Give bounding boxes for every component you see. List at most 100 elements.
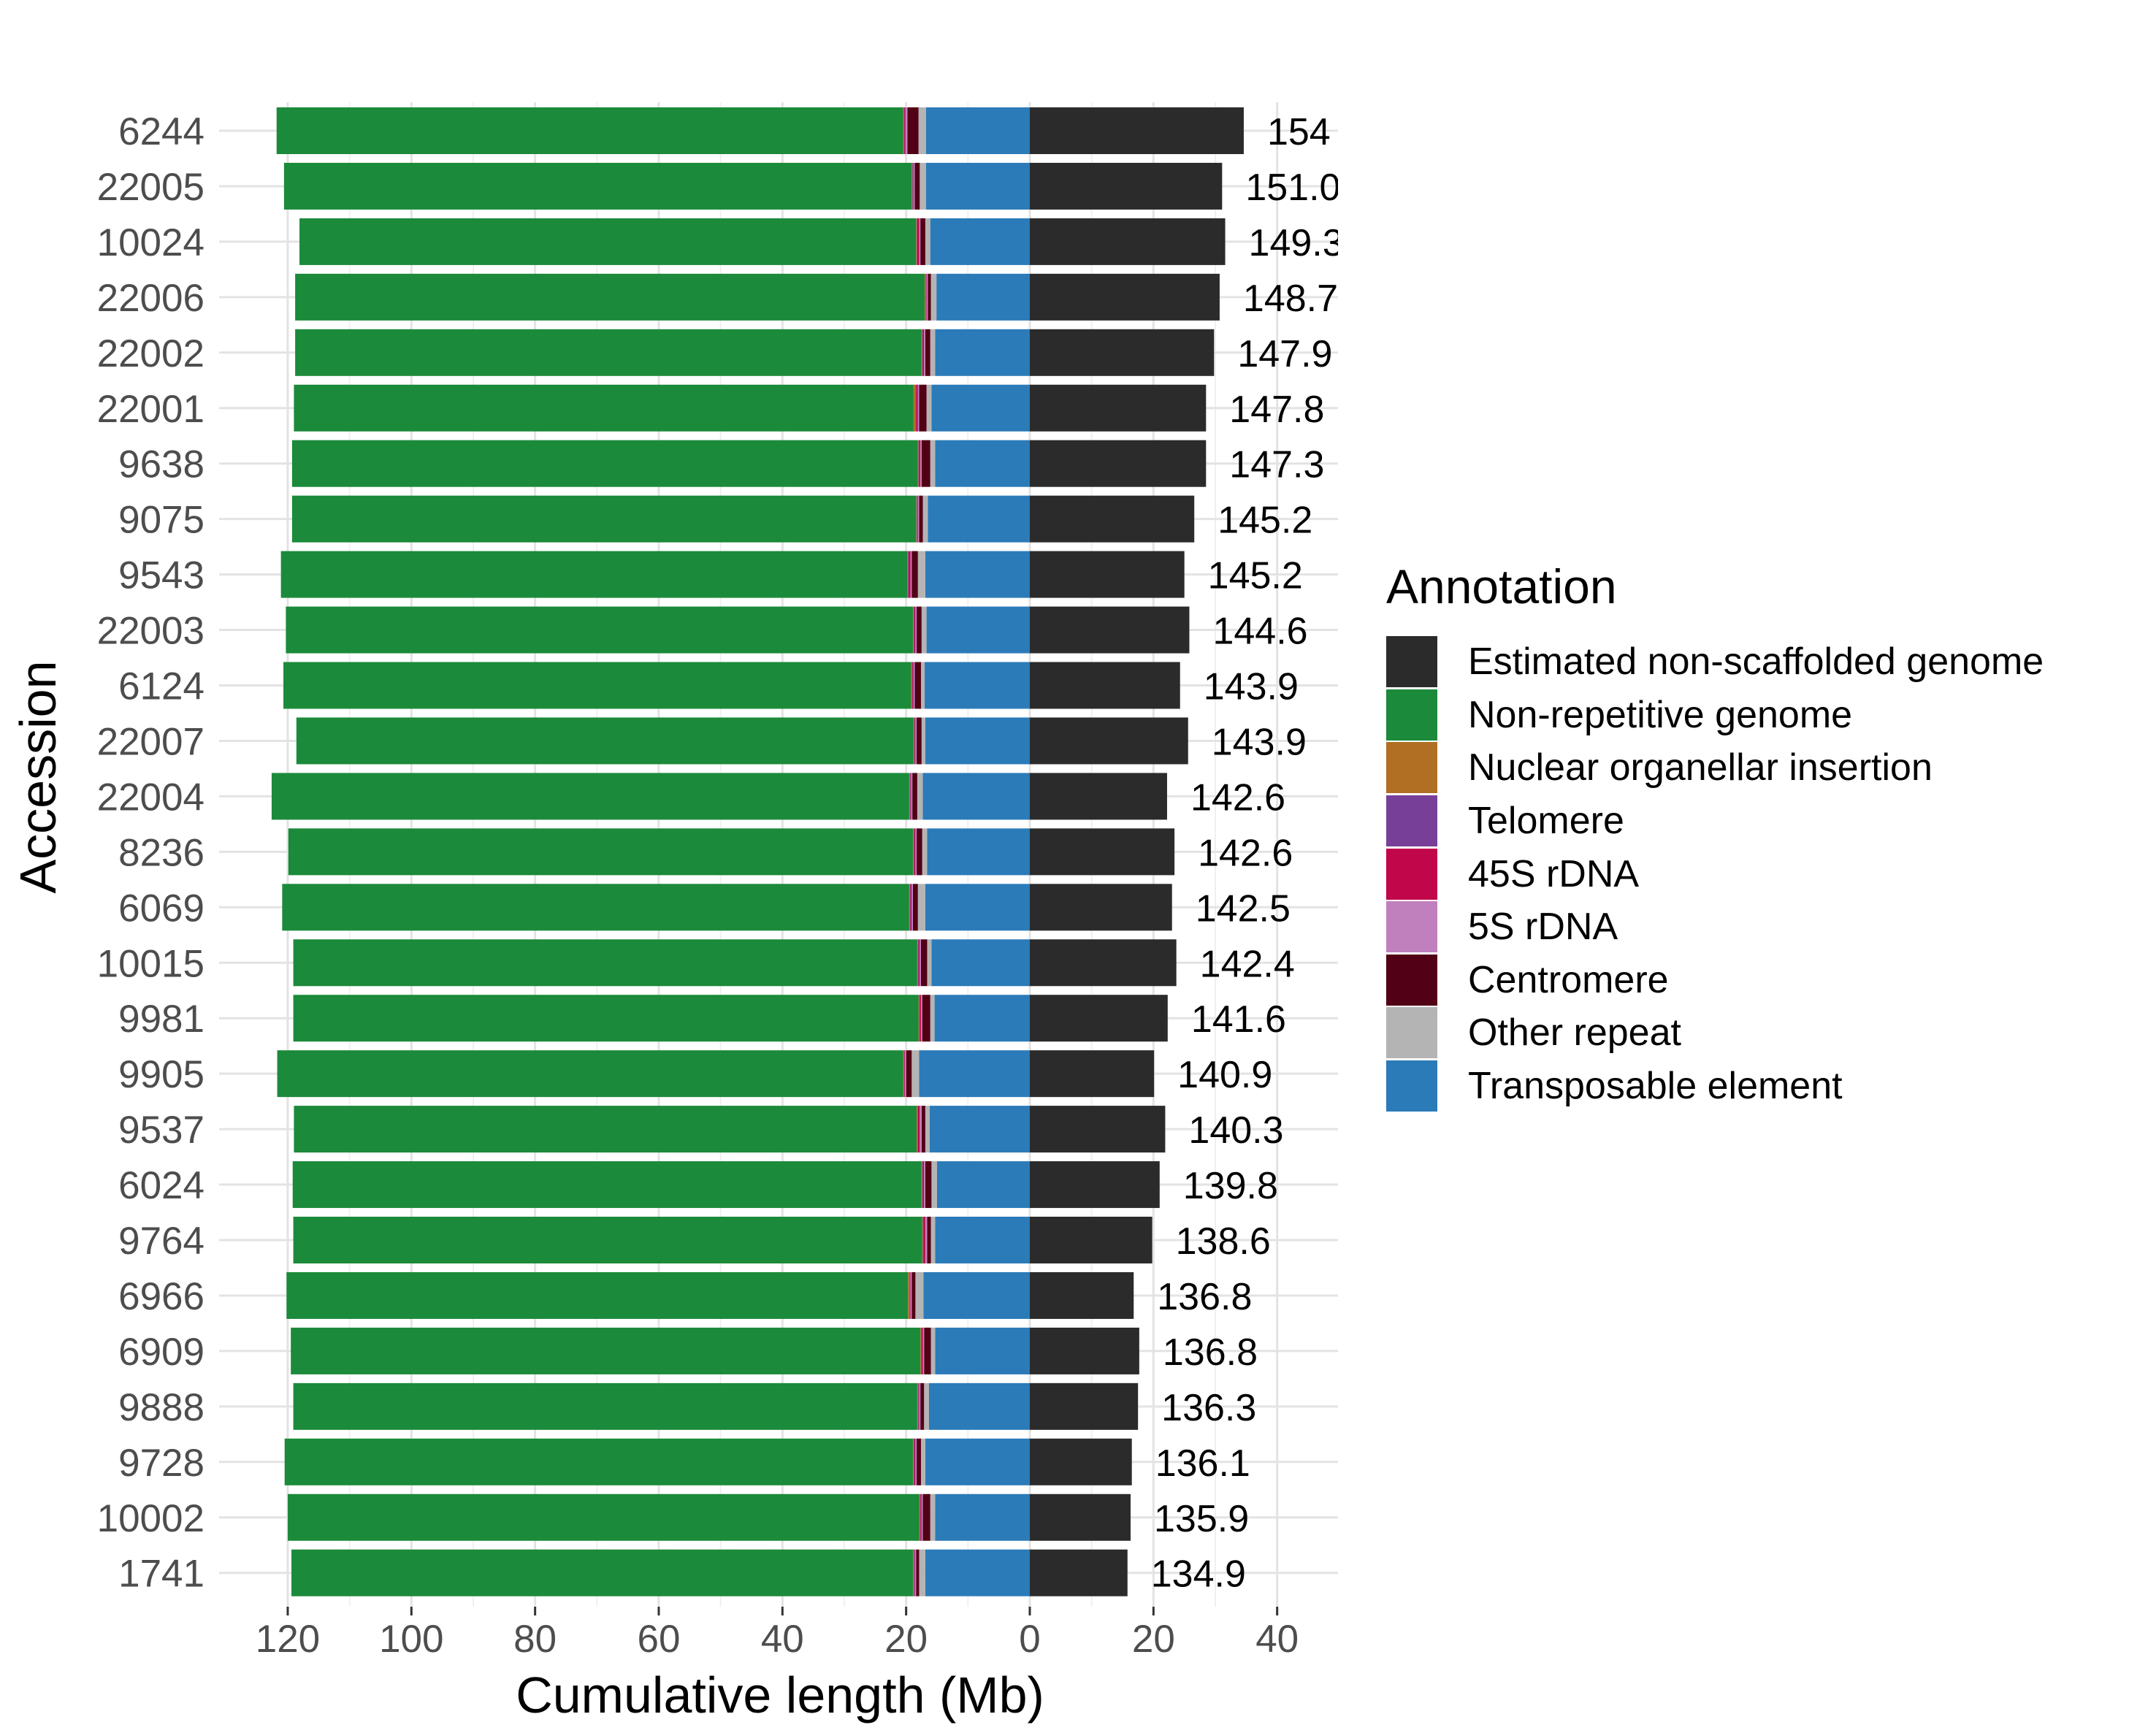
bar-segment [925, 329, 930, 376]
total-label: 147.9 [1237, 333, 1332, 375]
total-label: 140.3 [1188, 1109, 1283, 1152]
x-tick-label: 0 [1019, 1618, 1040, 1661]
bar-segment [1030, 717, 1188, 765]
bar-segment [1030, 384, 1207, 432]
bar-segment [914, 606, 916, 654]
bar-segment [920, 662, 925, 709]
bar-segment [295, 329, 922, 376]
bar-segment [925, 1549, 1030, 1596]
bar-segment [908, 551, 909, 598]
bar-segment [931, 1161, 937, 1209]
bar-segment [917, 773, 923, 820]
bar-segment [931, 384, 1030, 432]
bar-segment [920, 218, 925, 265]
bar-segment [1030, 1549, 1128, 1596]
legend-swatch [1386, 795, 1437, 847]
bar-segment [930, 329, 936, 376]
bar-segment [924, 1382, 929, 1430]
total-label: 143.9 [1212, 721, 1307, 763]
bar-segment [930, 218, 1030, 265]
bar-segment [1030, 1438, 1132, 1485]
bar-segment [929, 1106, 1030, 1153]
bar-segment [906, 1050, 912, 1098]
bar-segment [921, 1327, 923, 1374]
bar-segment [912, 606, 914, 654]
y-tick-label: 22004 [97, 776, 204, 819]
bar-segment [914, 1438, 916, 1485]
y-axis-labels: 6244 22005 10024 22006 22002 22001 9638 9075 954… [97, 110, 204, 1596]
y-tick-label: 6069 [118, 887, 204, 930]
bar-segment [1030, 1161, 1160, 1209]
total-label: 154 [1267, 111, 1331, 153]
bar-segment [917, 495, 920, 543]
bar-segment [917, 717, 922, 765]
bar-segment [928, 495, 1030, 543]
y-tick-label: 9638 [118, 443, 204, 486]
bar-segment [294, 1106, 917, 1153]
bar-segment [919, 995, 920, 1042]
bar-segment [917, 495, 918, 543]
bar-segment [291, 1549, 913, 1596]
legend-item: Centromere [1386, 954, 2146, 1007]
y-tick-label: 22005 [97, 166, 204, 209]
bar-segment [910, 551, 912, 598]
bar-segment [912, 1438, 914, 1485]
bar-segment [914, 717, 916, 765]
bar-segment [910, 884, 912, 931]
bar-segment [918, 1382, 920, 1430]
bar-segment [903, 1050, 905, 1098]
total-label: 136.8 [1157, 1276, 1252, 1318]
bar-segment [911, 162, 913, 210]
bar-segment [935, 329, 1030, 376]
y-tick-label: 10002 [97, 1497, 204, 1540]
legend-label: Transposable element [1468, 1065, 1843, 1108]
x-tick-label: 40 [761, 1618, 804, 1661]
bar-segment [916, 1549, 920, 1596]
legend-item: 45S rDNA [1386, 847, 2146, 900]
legend-title: Annotation [1386, 559, 1617, 613]
bar-segment [925, 1106, 930, 1153]
bar-segment [925, 273, 927, 321]
bar-segment [921, 1106, 925, 1153]
bar-segment [287, 1493, 920, 1541]
x-tick-label: 120 [256, 1618, 320, 1661]
bar-segment [920, 939, 928, 987]
bar-segment [912, 162, 913, 210]
bar-segment [920, 162, 926, 210]
x-axis-title: Cumulative length (Mb) [516, 1667, 1044, 1724]
bar-segment [291, 1327, 921, 1374]
legend-items: Estimated non-scaffolded genome Non-repet… [1386, 635, 2146, 1112]
bar-segment [931, 939, 1030, 987]
legend-label: Telomere [1468, 800, 1624, 843]
bar-segment [917, 1382, 919, 1430]
bar-segment [926, 606, 1030, 654]
bar-segment [911, 662, 913, 709]
bar-segment [908, 1271, 909, 1319]
bar-segment [1030, 1271, 1134, 1319]
bar-segment [927, 939, 932, 987]
bar-segment [917, 384, 920, 432]
bar-segment [293, 939, 917, 987]
y-tick-label: 8236 [118, 831, 204, 874]
bar-segment [912, 162, 914, 210]
bar-segment [919, 1382, 921, 1430]
bar-segment [282, 884, 909, 931]
legend-label: 45S rDNA [1468, 852, 1640, 895]
bar-segment [920, 1493, 922, 1541]
total-label: 136.8 [1163, 1331, 1258, 1374]
y-tick-label: 22002 [97, 332, 204, 375]
bar-segment [915, 384, 917, 432]
total-label: 145.2 [1217, 500, 1312, 542]
bar-segment [925, 1438, 1030, 1485]
total-label: 142.5 [1196, 887, 1291, 930]
legend-swatch [1386, 689, 1437, 741]
bar-segment [926, 273, 928, 321]
y-tick-label: 6024 [118, 1164, 204, 1207]
legend-swatch [1386, 742, 1437, 794]
legend-label: Estimated non-scaffolded genome [1468, 640, 2044, 684]
bar-segment [917, 939, 918, 987]
legend-item: Transposable element [1386, 1060, 2146, 1113]
bar-segment [912, 662, 914, 709]
legend-swatch [1386, 1060, 1437, 1112]
